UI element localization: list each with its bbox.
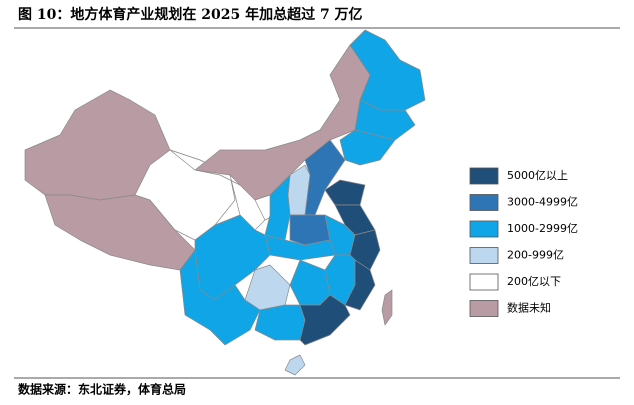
region — [324, 179, 366, 206]
legend-swatch — [469, 194, 499, 211]
legend-swatch — [469, 273, 499, 291]
legend-label: 200亿以下 — [507, 275, 561, 288]
legend: 5000亿以上 3000-4999亿 1000-2999亿 200-999亿 200亿以… — [469, 167, 578, 317]
region — [344, 259, 376, 311]
region — [179, 249, 261, 346]
region — [264, 234, 336, 261]
legend-label: 200-999亿 — [507, 249, 564, 262]
region — [381, 289, 393, 326]
region — [264, 174, 291, 241]
legend-swatch — [469, 300, 499, 317]
region — [289, 214, 331, 246]
legend-swatch — [469, 167, 499, 185]
region — [254, 304, 306, 341]
legend-label: 1000-2999亿 — [507, 222, 578, 235]
legend-swatch — [469, 247, 499, 264]
source: 数据来源：东北证券，体育总局 — [18, 382, 186, 397]
region — [339, 129, 396, 166]
map — [24, 29, 426, 376]
legend-label: 3000-4999亿 — [507, 196, 578, 209]
region — [289, 259, 331, 306]
legend-label: 数据未知 — [507, 301, 551, 315]
region — [349, 29, 426, 111]
region — [299, 294, 351, 346]
legend-label: 5000亿以上 — [507, 169, 568, 182]
legend-swatch — [469, 220, 499, 238]
region — [284, 354, 306, 376]
title: 图 10：地方体育产业规划在 2025 年加总超过 7 万亿 — [18, 6, 363, 23]
